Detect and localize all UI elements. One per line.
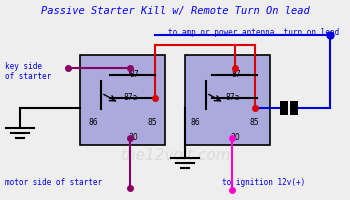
Text: 85: 85 — [249, 118, 259, 127]
Text: motor side of starter: motor side of starter — [5, 178, 102, 187]
Text: Passive Starter Kill w/ Remote Turn On lead: Passive Starter Kill w/ Remote Turn On l… — [41, 6, 309, 16]
Bar — [280, 101, 288, 115]
Text: 30: 30 — [128, 133, 138, 142]
Text: to amp or power antenna  turn on lead: to amp or power antenna turn on lead — [168, 28, 339, 37]
Text: 86: 86 — [190, 118, 200, 127]
Bar — [185, 55, 270, 145]
Bar — [80, 55, 165, 145]
Text: 87: 87 — [130, 70, 140, 79]
Text: 87a: 87a — [226, 93, 240, 102]
Text: 86: 86 — [88, 118, 98, 127]
Text: key side
of starter: key side of starter — [5, 62, 51, 81]
Text: 87a: 87a — [124, 93, 138, 102]
Text: the12volt.com: the12volt.com — [120, 148, 230, 162]
Bar — [290, 101, 298, 115]
Text: 87: 87 — [232, 70, 241, 79]
Text: to ignition 12v(+): to ignition 12v(+) — [222, 178, 305, 187]
Text: 85: 85 — [147, 118, 157, 127]
Text: 30: 30 — [230, 133, 240, 142]
